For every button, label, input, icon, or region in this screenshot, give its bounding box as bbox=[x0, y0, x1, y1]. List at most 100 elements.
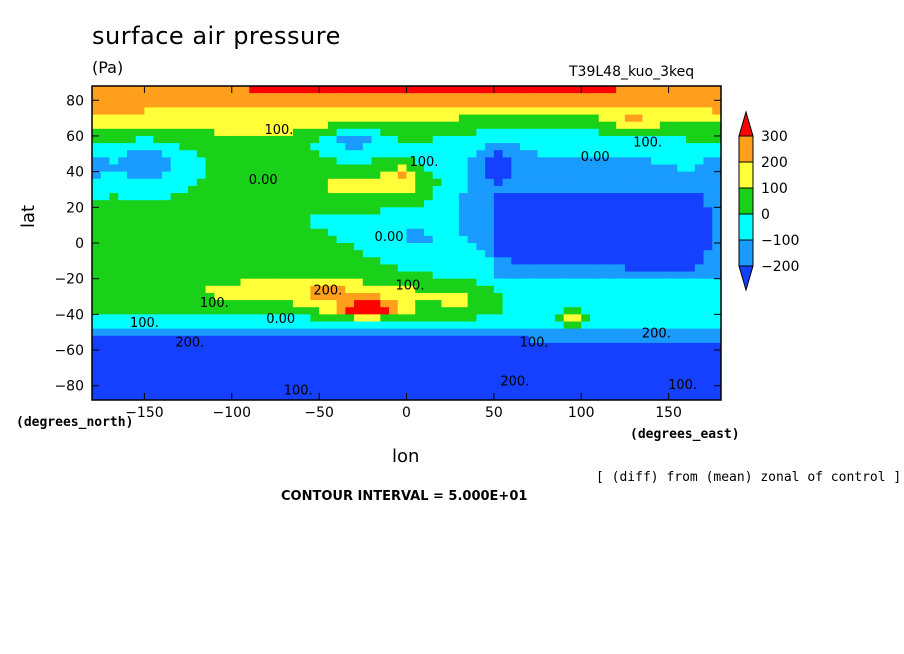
field-cell bbox=[310, 264, 320, 273]
field-cell bbox=[345, 392, 355, 400]
field-cell bbox=[589, 207, 600, 216]
field-cell bbox=[336, 121, 346, 130]
field-cell bbox=[651, 350, 661, 358]
field-cell bbox=[686, 193, 696, 201]
field-cell bbox=[555, 214, 565, 223]
field-cell bbox=[179, 300, 189, 308]
field-cell bbox=[319, 150, 329, 158]
field-cell bbox=[179, 128, 189, 137]
field-cell bbox=[92, 86, 102, 94]
field-cell bbox=[581, 321, 591, 330]
field-cell bbox=[485, 292, 495, 301]
field-cell bbox=[336, 364, 346, 373]
field-cell bbox=[266, 300, 277, 308]
field-cell bbox=[389, 121, 399, 130]
field-cell bbox=[327, 193, 338, 201]
field-cell bbox=[389, 185, 399, 194]
field-cell bbox=[371, 285, 381, 294]
field-cell bbox=[371, 364, 381, 373]
field-cell bbox=[703, 143, 713, 151]
field-cell bbox=[327, 107, 338, 116]
field-cell bbox=[371, 321, 381, 330]
field-cell bbox=[598, 207, 609, 216]
field-cell bbox=[144, 164, 154, 173]
field-cell bbox=[546, 278, 556, 287]
field-cell bbox=[712, 221, 721, 230]
field-cell bbox=[223, 143, 233, 151]
field-cell bbox=[109, 207, 119, 216]
field-cell bbox=[458, 300, 469, 308]
field-cell bbox=[231, 271, 242, 280]
field-cell bbox=[319, 328, 329, 337]
field-cell bbox=[537, 207, 547, 216]
field-cell bbox=[633, 235, 643, 244]
field-cell bbox=[563, 135, 574, 144]
field-cell bbox=[380, 121, 390, 130]
field-cell bbox=[240, 143, 250, 151]
field-cell bbox=[179, 157, 189, 166]
field-cell bbox=[432, 171, 443, 180]
field-cell bbox=[327, 221, 338, 230]
field-cell bbox=[677, 243, 687, 251]
field-cell bbox=[135, 100, 146, 109]
field-cell bbox=[397, 114, 408, 123]
field-cell bbox=[432, 243, 443, 251]
field-cell bbox=[371, 121, 381, 130]
field-cell bbox=[589, 121, 600, 130]
field-cell bbox=[362, 86, 373, 94]
field-cell bbox=[284, 357, 294, 365]
field-cell bbox=[100, 271, 111, 280]
field-cell bbox=[196, 307, 207, 315]
field-cell bbox=[581, 385, 591, 394]
field-cell bbox=[703, 178, 713, 187]
field-cell bbox=[223, 271, 233, 280]
field-cell bbox=[668, 228, 678, 237]
field-cell bbox=[502, 371, 512, 380]
field-cell bbox=[493, 385, 504, 394]
field-cell bbox=[362, 271, 373, 280]
field-cell bbox=[118, 364, 128, 373]
field-cell bbox=[345, 264, 355, 273]
field-cell bbox=[266, 86, 277, 94]
field-cell bbox=[520, 264, 530, 273]
field-cell bbox=[266, 392, 277, 400]
field-cell bbox=[537, 100, 547, 109]
field-cell bbox=[537, 278, 547, 287]
field-cell bbox=[450, 185, 460, 194]
field-cell bbox=[188, 114, 198, 123]
field-cell bbox=[458, 86, 469, 94]
field-cell bbox=[668, 171, 678, 180]
field-cell bbox=[493, 307, 504, 315]
field-cell bbox=[642, 235, 652, 244]
field-cell bbox=[589, 292, 600, 301]
field-cell bbox=[336, 243, 346, 251]
field-cell bbox=[354, 193, 364, 201]
field-cell bbox=[362, 350, 373, 358]
field-cell bbox=[563, 107, 574, 116]
field-cell bbox=[188, 278, 198, 287]
field-cell bbox=[100, 300, 111, 308]
field-cell bbox=[668, 357, 678, 365]
field-cell bbox=[642, 271, 652, 280]
field-cell bbox=[257, 157, 268, 166]
field-cell bbox=[581, 364, 591, 373]
field-cell bbox=[686, 335, 696, 344]
field-cell bbox=[275, 228, 285, 237]
field-cell bbox=[240, 328, 250, 337]
field-cell bbox=[458, 157, 469, 166]
field-cell bbox=[310, 228, 320, 237]
field-cell bbox=[589, 371, 600, 380]
field-cell bbox=[511, 300, 521, 308]
field-cell bbox=[240, 257, 250, 266]
field-cell bbox=[179, 178, 189, 187]
field-cell bbox=[668, 285, 678, 294]
field-cell bbox=[214, 243, 224, 251]
field-cell bbox=[520, 157, 530, 166]
field-cell bbox=[301, 86, 312, 94]
field-cell bbox=[537, 93, 547, 101]
field-cell bbox=[135, 350, 146, 358]
field-cell bbox=[598, 185, 609, 194]
field-cell bbox=[423, 107, 434, 116]
field-cell bbox=[301, 93, 312, 101]
field-cell bbox=[642, 107, 652, 116]
